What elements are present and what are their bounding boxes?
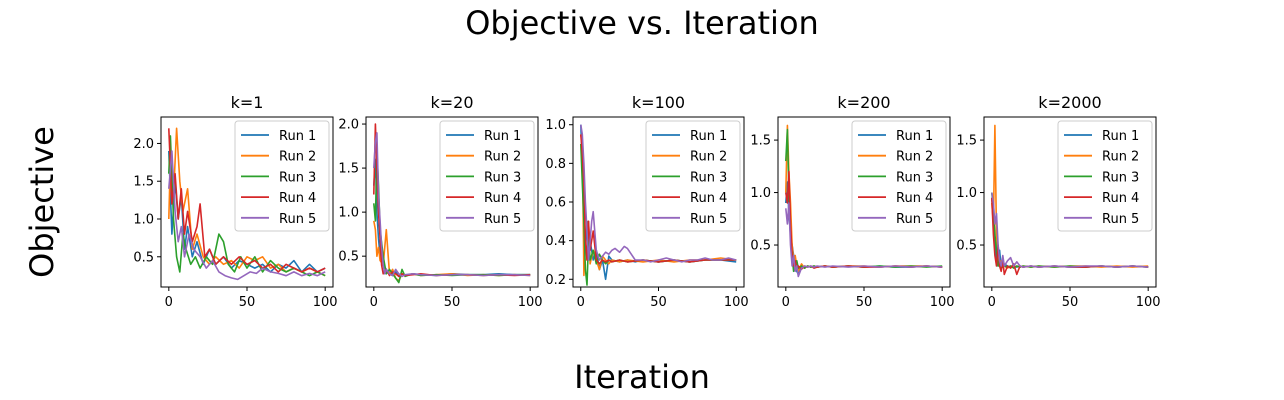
legend-label: Run 2: [1102, 150, 1139, 165]
legend-label: Run 1: [279, 129, 316, 144]
legend-label: Run 3: [690, 170, 727, 185]
x-tick-label: 100: [313, 295, 338, 310]
x-tick-label: 0: [370, 295, 378, 310]
legend-label: Run 3: [896, 170, 933, 185]
legend-label: Run 5: [279, 212, 316, 227]
y-tick-label: 1.5: [956, 134, 977, 149]
legend: Run 1 Run 2 Run 3 Run 4 Run 5: [645, 120, 741, 232]
series-line-run-5: [991, 192, 1149, 268]
legend-label: Run 4: [896, 191, 933, 206]
legend-box: [439, 120, 535, 232]
legend-label: Run 4: [279, 191, 316, 206]
subplot-title: k=1: [231, 93, 264, 112]
series-line-run-3: [168, 135, 326, 277]
subplot-title: k=100: [632, 93, 685, 112]
legend: Run 1 Run 2 Run 3 Run 4 Run 5: [234, 120, 330, 232]
subplot-4: k=200 0 50 100 0.5 1.0 1.5 Run 1 Run 2 Run 3 Run 4…: [750, 93, 954, 310]
y-tick-label: 1.5: [750, 134, 771, 149]
y-tick-label: 0.4: [545, 234, 566, 249]
legend-label: Run 1: [484, 129, 521, 144]
x-tick-label: 0: [988, 295, 996, 310]
legend-box: [645, 120, 741, 232]
x-tick-label: 50: [444, 295, 461, 310]
x-tick-label: 100: [930, 295, 955, 310]
x-tick-label: 50: [856, 295, 873, 310]
legend-label: Run 2: [279, 150, 316, 165]
x-tick-label: 100: [1136, 295, 1161, 310]
y-tick-label: 1.0: [338, 206, 359, 221]
legend-label: Run 2: [484, 150, 521, 165]
y-tick-label: 1.0: [545, 118, 566, 133]
y-tick-label: 0.5: [338, 250, 359, 265]
series-line-run-5: [580, 124, 737, 263]
y-tick-label: 1.0: [956, 186, 977, 201]
legend-label: Run 4: [484, 191, 521, 206]
x-tick-label: 50: [239, 295, 256, 310]
x-tick-label: 100: [724, 295, 749, 310]
x-tick-label: 100: [518, 295, 543, 310]
legend: Run 1 Run 2 Run 3 Run 4 Run 5: [439, 120, 535, 232]
x-tick-label: 50: [650, 295, 667, 310]
series-group: [991, 124, 1149, 276]
y-tick-label: 0.5: [133, 250, 154, 265]
y-tick-label: 0.5: [956, 239, 977, 254]
figure-x-label: Iteration: [574, 358, 710, 396]
legend-label: Run 2: [690, 150, 727, 165]
y-tick-label: 2.0: [133, 137, 154, 152]
series-group: [785, 124, 943, 278]
legend: Run 1 Run 2 Run 3 Run 4 Run 5: [851, 120, 947, 232]
legend-label: Run 1: [896, 129, 933, 144]
legend-label: Run 5: [690, 212, 727, 227]
legend-label: Run 3: [279, 170, 316, 185]
legend-label: Run 2: [896, 150, 933, 165]
y-tick-label: 1.5: [133, 175, 154, 190]
y-tick-label: 1.0: [133, 213, 154, 228]
series-group: [580, 124, 737, 286]
y-tick-label: 1.5: [338, 162, 359, 177]
subplot-title: k=2000: [1038, 93, 1101, 112]
legend-label: Run 5: [1102, 212, 1139, 227]
legend-label: Run 3: [484, 170, 521, 185]
legend-label: Run 4: [690, 191, 727, 206]
legend-box: [851, 120, 947, 232]
legend-label: Run 5: [484, 212, 521, 227]
series-line-run-5: [785, 202, 943, 278]
series-group: [168, 127, 326, 281]
y-tick-label: 0.8: [545, 157, 566, 172]
y-tick-label: 0.6: [545, 196, 566, 211]
y-tick-label: 0.5: [750, 239, 771, 254]
legend-label: Run 1: [1102, 129, 1139, 144]
subplot-title: k=200: [837, 93, 890, 112]
x-tick-label: 0: [165, 295, 173, 310]
legend-label: Run 1: [690, 129, 727, 144]
series-line-run-5: [373, 132, 531, 278]
series-group: [373, 123, 531, 284]
legend-label: Run 4: [1102, 191, 1139, 206]
figure-title: Objective vs. Iteration: [465, 4, 819, 42]
y-tick-label: 0.2: [545, 273, 566, 288]
x-tick-label: 50: [1062, 295, 1079, 310]
legend-label: Run 5: [896, 212, 933, 227]
legend: Run 1 Run 2 Run 3 Run 4 Run 5: [1057, 120, 1153, 232]
series-line-run-5: [168, 150, 326, 281]
legend-box: [1057, 120, 1153, 232]
legend-label: Run 3: [1102, 170, 1139, 185]
legend-box: [234, 120, 330, 232]
y-tick-label: 1.0: [750, 186, 771, 201]
y-tick-label: 2.0: [338, 118, 359, 133]
series-line-run-4: [168, 128, 326, 273]
x-tick-label: 0: [782, 295, 790, 310]
subplot-title: k=20: [430, 93, 473, 112]
x-tick-label: 0: [577, 295, 585, 310]
